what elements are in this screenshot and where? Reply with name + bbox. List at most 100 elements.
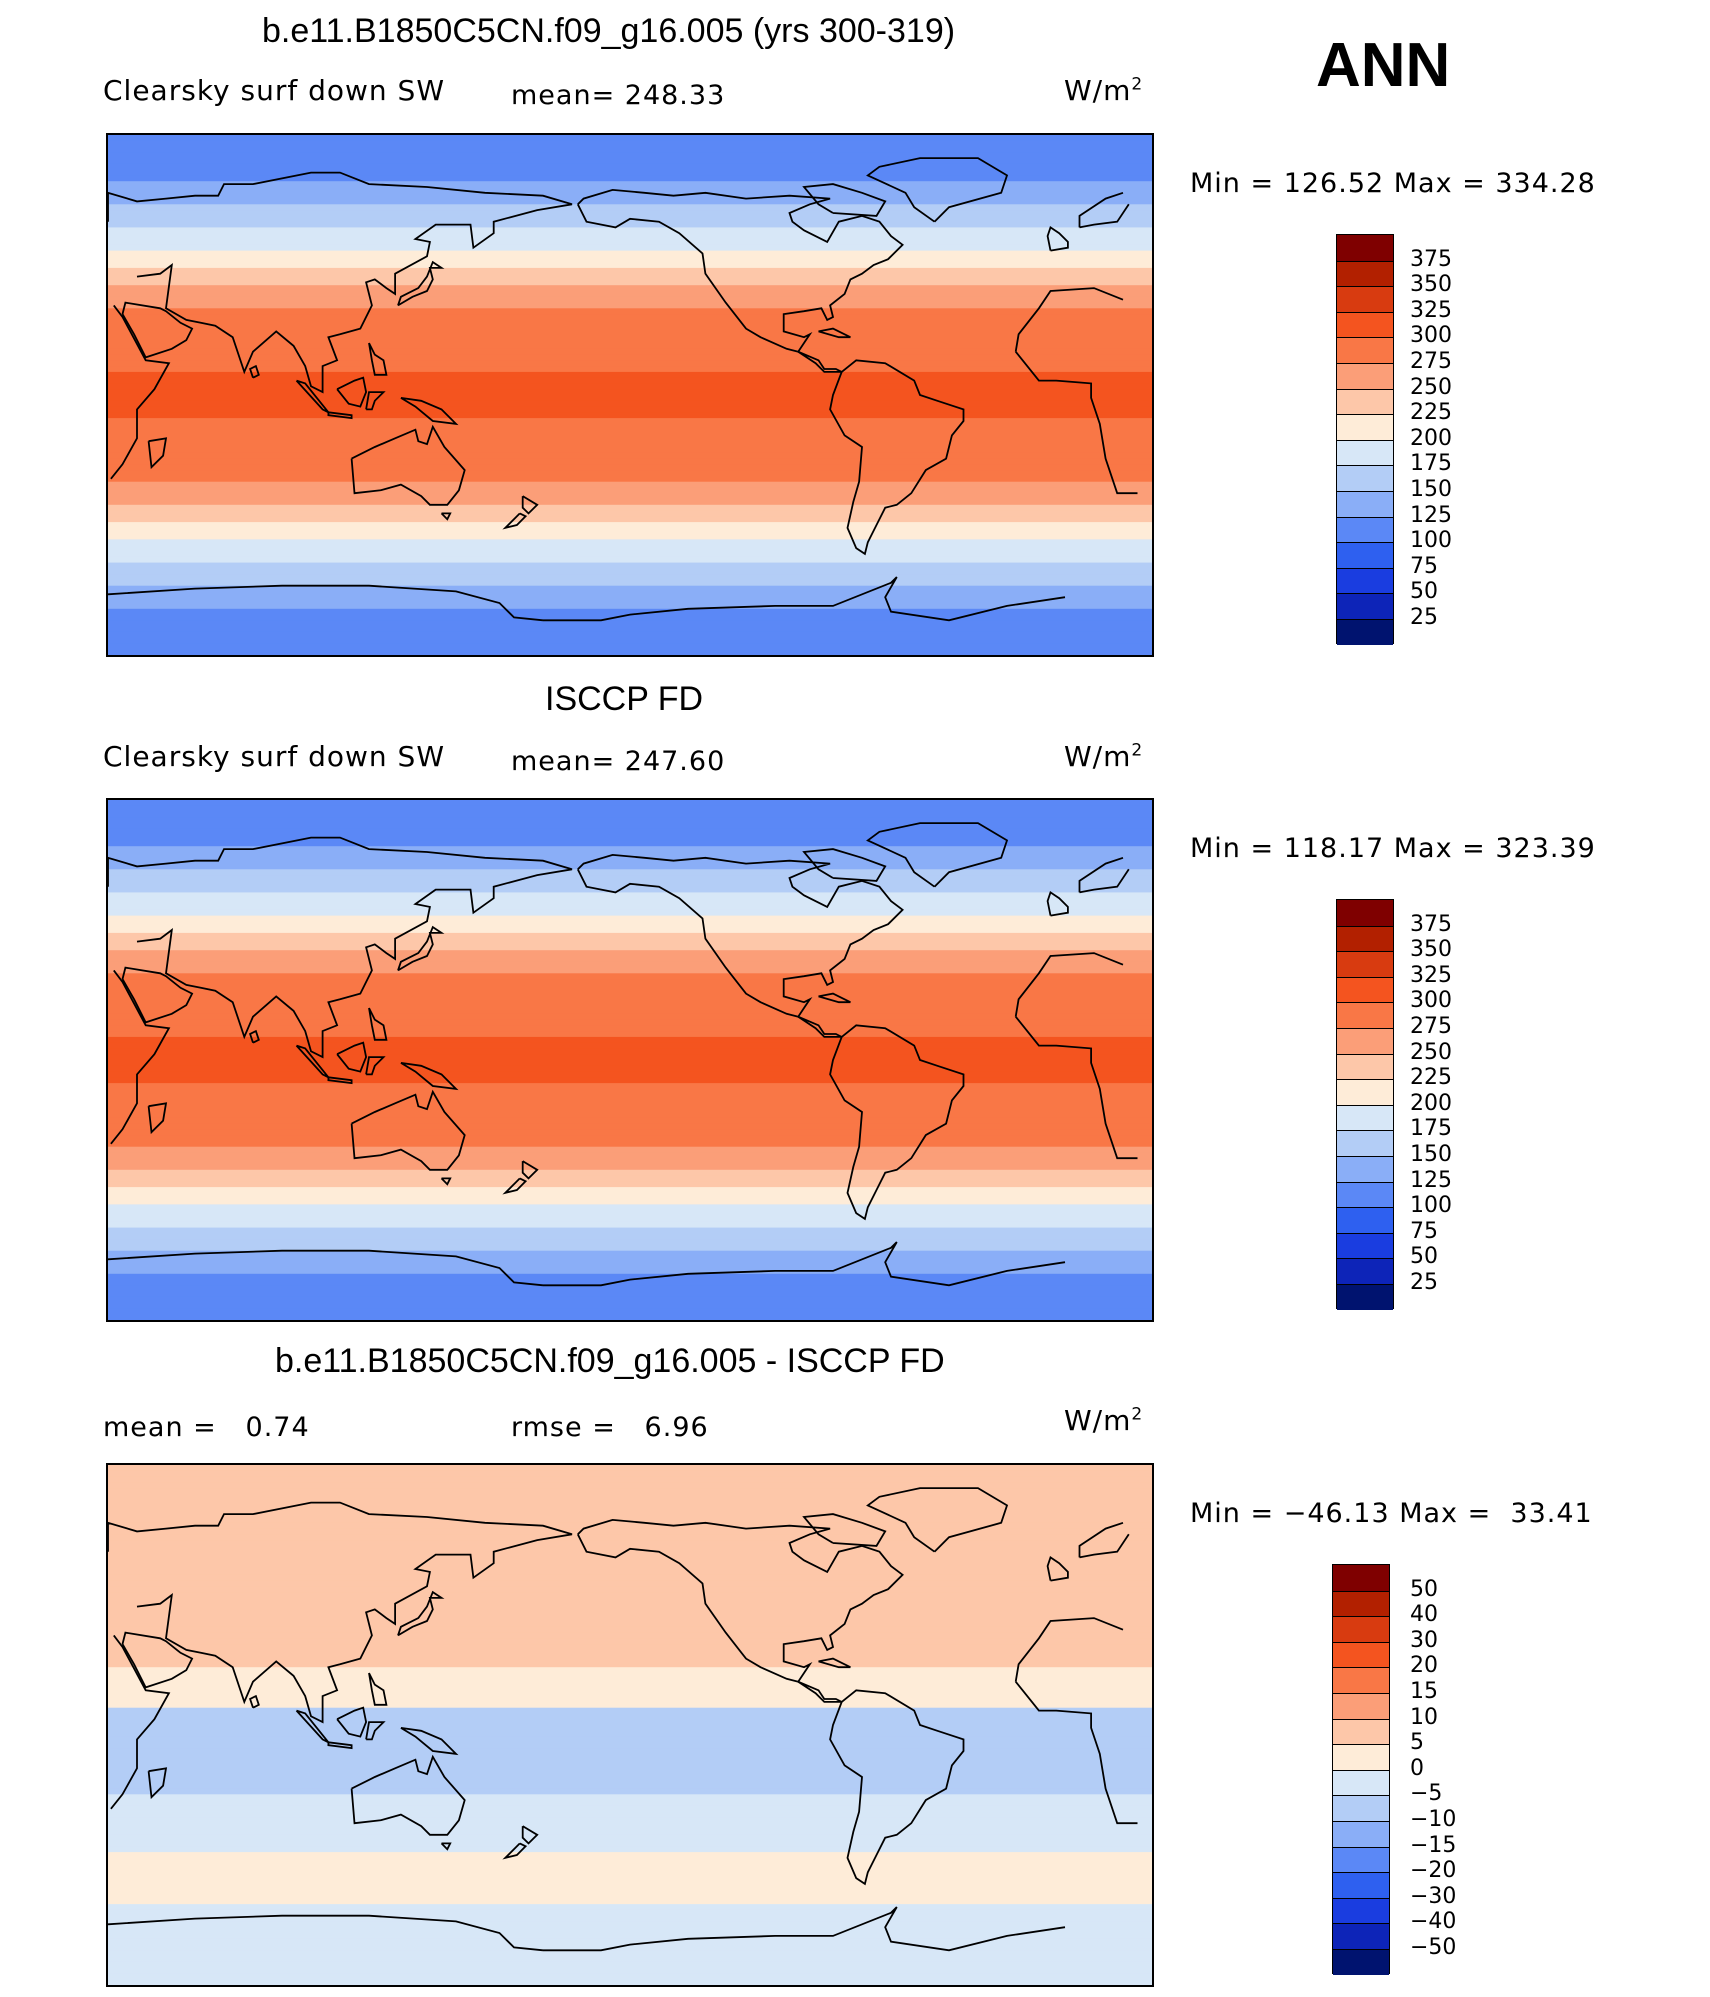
field-band (108, 452, 1152, 460)
colorbar-tick-label: −10 (1410, 1807, 1457, 1832)
field-band (108, 915, 1152, 922)
field-band (108, 620, 1152, 627)
field-band (108, 1175, 1152, 1182)
colorbar-swatch (1337, 1258, 1393, 1284)
field-band (108, 1771, 1152, 1778)
field-band (108, 187, 1152, 194)
colorbar-tick-label: 200 (1410, 425, 1452, 451)
field-band (108, 1661, 1152, 1668)
colorbar-tick-label: 300 (1410, 323, 1452, 349)
field-band (108, 1094, 1152, 1102)
coastline (397, 925, 445, 972)
colorbar-swatch (1333, 1641, 1389, 1668)
field-band (108, 1696, 1152, 1703)
field-band (108, 389, 1152, 396)
coastline (818, 1657, 851, 1669)
colorbar-swatch (1337, 1232, 1393, 1259)
coastlines (108, 1487, 1140, 1952)
field-band (108, 909, 1152, 917)
field-band (108, 1192, 1152, 1200)
field-band (108, 360, 1152, 367)
field-band (108, 1522, 1152, 1530)
field-band (108, 961, 1152, 969)
field-band (108, 1742, 1152, 1749)
colorbar-box (1336, 234, 1394, 645)
coastline (365, 1056, 386, 1076)
colorbar-swatch (1337, 1028, 1393, 1054)
colorbar-tick-label: 200 (1410, 1090, 1452, 1116)
field-band (108, 1667, 1152, 1674)
field-band (108, 1592, 1152, 1599)
field-band (108, 1146, 1152, 1154)
field-band (108, 603, 1152, 610)
colorbar-tick-label: 125 (1410, 502, 1452, 528)
colorbar-tick-label: 325 (1410, 297, 1452, 323)
field-band (108, 1829, 1152, 1836)
coastline (327, 411, 353, 420)
field-band (108, 377, 1152, 385)
colorbar-tick-label: 350 (1410, 272, 1452, 298)
field-band (108, 1060, 1152, 1067)
field-band (108, 458, 1152, 465)
field-band (108, 504, 1152, 512)
colorbar-swatch (1337, 593, 1393, 619)
colorbar-tick-label: 25 (1410, 1270, 1438, 1295)
coastline (502, 1177, 528, 1195)
field-band (108, 591, 1152, 598)
coastline (108, 1906, 1066, 1952)
field-band (108, 1077, 1152, 1084)
field-band (108, 1019, 1152, 1026)
field-band (108, 643, 1152, 650)
coastline (829, 1689, 965, 1886)
colorbar-tick-label: 325 (1410, 962, 1452, 988)
field-band (108, 545, 1152, 552)
panel-3-map (106, 1463, 1154, 1987)
field-band (108, 1615, 1152, 1622)
field-band (108, 1684, 1152, 1691)
field-band (108, 1632, 1152, 1639)
field-band (108, 1597, 1152, 1605)
field-band (108, 1886, 1152, 1894)
coastline (350, 1089, 466, 1171)
field-band (108, 1609, 1152, 1616)
colorbar-tick-label: 100 (1410, 1193, 1452, 1219)
coastline (400, 1062, 459, 1091)
field-band (108, 447, 1152, 454)
coastline (576, 1518, 904, 1683)
field-band (108, 574, 1152, 581)
field-band (108, 1048, 1152, 1055)
coastline (866, 822, 1009, 888)
field-band (108, 1036, 1152, 1044)
colorbar-swatch (1333, 1949, 1389, 1975)
colorbar-swatch (1333, 1565, 1389, 1591)
field-band (108, 967, 1152, 974)
panel-1-variable-label: Clearsky surf down SW (103, 74, 446, 107)
field-band (108, 418, 1152, 425)
colorbar-tick-label: 375 (1410, 246, 1452, 272)
field-band (108, 1296, 1152, 1304)
colorbar-tick-label: 250 (1410, 374, 1452, 400)
colorbar-tick-label: 50 (1410, 1576, 1438, 1602)
field-band (108, 1834, 1152, 1842)
coastline (368, 1007, 388, 1041)
panel-2-minmax: Min = 118.17 Max = 323.39 (1190, 833, 1596, 864)
coastline (829, 359, 965, 556)
field-band (108, 1088, 1152, 1096)
field-band (108, 262, 1152, 269)
field-band (108, 1719, 1152, 1726)
coastlines (108, 822, 1140, 1287)
field-band (108, 984, 1152, 992)
colorbar-swatch (1333, 1846, 1389, 1873)
colorbar-swatch (1337, 1079, 1393, 1105)
coastline (521, 1825, 539, 1845)
colorbar-swatch (1333, 1693, 1389, 1719)
colorbar-tick-label: 15 (1410, 1679, 1438, 1704)
panel-2-mean: mean= 247.60 (511, 746, 726, 777)
coastline (397, 1590, 445, 1637)
field-band (108, 1210, 1152, 1217)
field-band (108, 863, 1152, 870)
field-band (108, 1644, 1152, 1651)
colorbar-swatch (1337, 311, 1393, 338)
coastline (336, 376, 368, 408)
colorbar-tick-label: 5 (1410, 1730, 1424, 1756)
